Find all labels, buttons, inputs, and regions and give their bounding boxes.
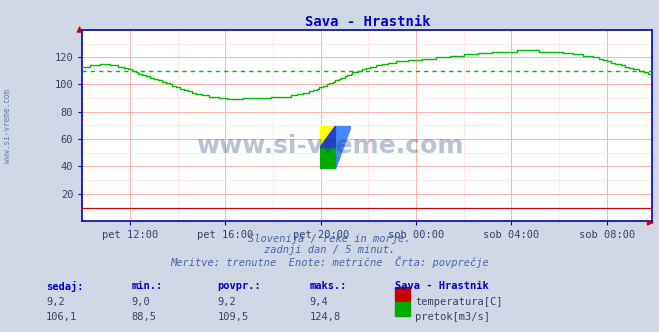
Polygon shape xyxy=(320,148,335,169)
Polygon shape xyxy=(320,126,335,148)
Text: 9,4: 9,4 xyxy=(310,297,328,307)
Text: min.:: min.: xyxy=(132,281,163,290)
Text: 88,5: 88,5 xyxy=(132,312,157,322)
Text: Sava - Hrastnik: Sava - Hrastnik xyxy=(395,281,489,290)
Text: Slovenija / reke in morje.: Slovenija / reke in morje. xyxy=(248,234,411,244)
Text: maks.:: maks.: xyxy=(310,281,347,290)
Text: temperatura[C]: temperatura[C] xyxy=(415,297,503,307)
Text: sedaj:: sedaj: xyxy=(46,281,84,291)
Text: povpr.:: povpr.: xyxy=(217,281,261,290)
Text: 9,2: 9,2 xyxy=(46,297,65,307)
Polygon shape xyxy=(320,126,335,148)
Text: 124,8: 124,8 xyxy=(310,312,341,322)
Text: 9,2: 9,2 xyxy=(217,297,236,307)
Text: Meritve: trenutne  Enote: metrične  Črta: povprečje: Meritve: trenutne Enote: metrične Črta: … xyxy=(170,256,489,268)
Text: pretok[m3/s]: pretok[m3/s] xyxy=(415,312,490,322)
Text: 9,0: 9,0 xyxy=(132,297,150,307)
Text: 106,1: 106,1 xyxy=(46,312,77,322)
Text: zadnji dan / 5 minut.: zadnji dan / 5 minut. xyxy=(264,245,395,255)
Text: www.si-vreme.com: www.si-vreme.com xyxy=(196,134,463,158)
Text: www.si-vreme.com: www.si-vreme.com xyxy=(3,89,13,163)
Title: Sava - Hrastnik: Sava - Hrastnik xyxy=(304,15,430,29)
Polygon shape xyxy=(335,126,351,169)
Text: 109,5: 109,5 xyxy=(217,312,248,322)
